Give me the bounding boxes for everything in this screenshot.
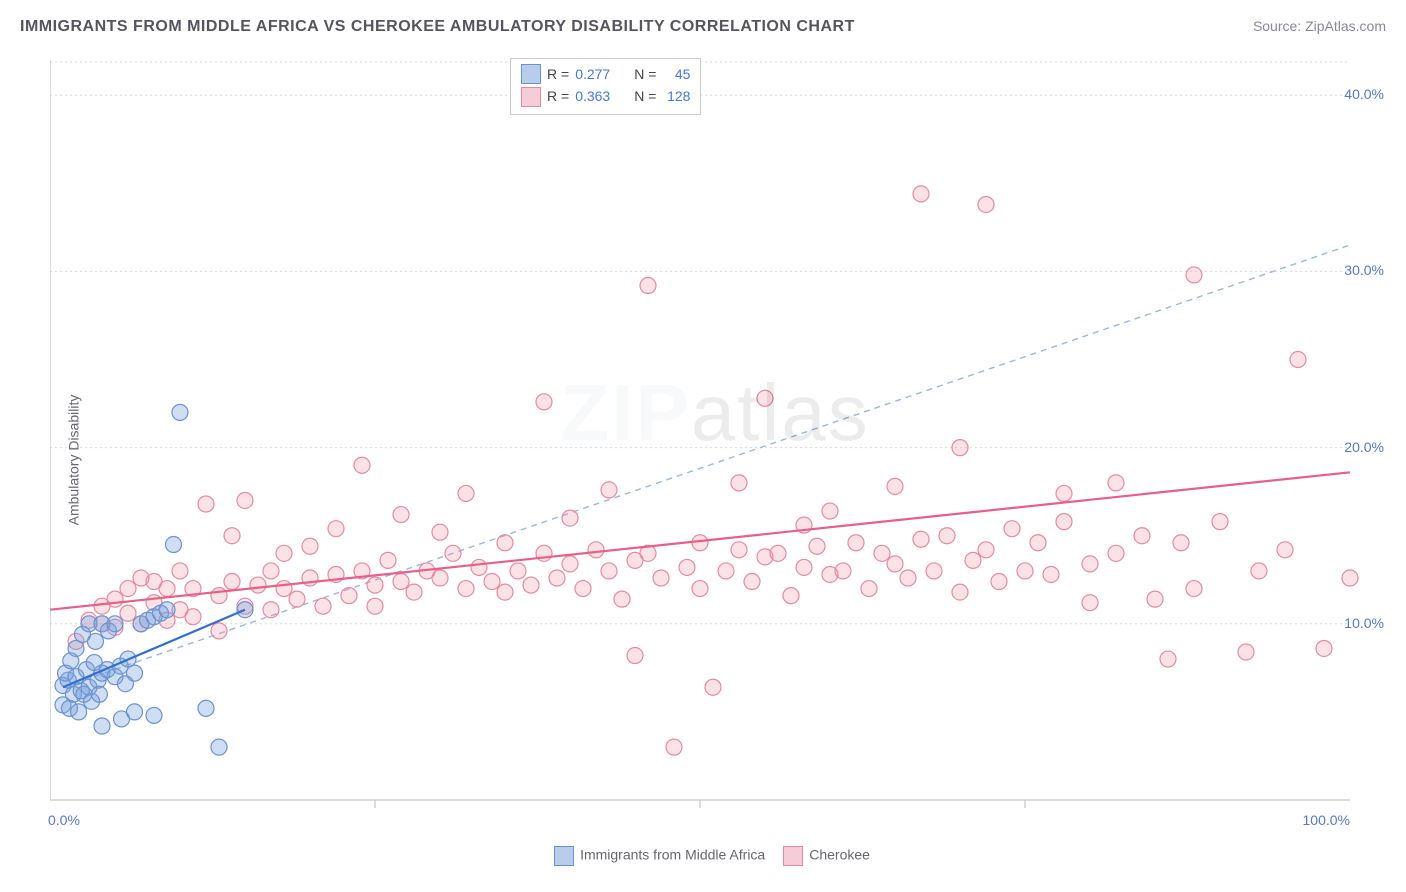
plot-svg bbox=[50, 50, 1380, 840]
series-label: Immigrants from Middle Africa bbox=[580, 847, 765, 863]
plot-area: ZIPatlas R = 0.277N = 45R = 0.363N = 128… bbox=[50, 50, 1380, 840]
chart-title: IMMIGRANTS FROM MIDDLE AFRICA VS CHEROKE… bbox=[20, 18, 855, 36]
series-swatch bbox=[783, 846, 803, 866]
series-swatch bbox=[554, 846, 574, 866]
legend-swatch bbox=[521, 64, 541, 84]
source-attribution: Source: ZipAtlas.com bbox=[1253, 18, 1386, 34]
series-legend: Immigrants from Middle Africa Cherokee bbox=[0, 846, 1406, 866]
legend-n-value: 45 bbox=[662, 63, 690, 85]
y-tick-label: 30.0% bbox=[1344, 262, 1384, 278]
series-label: Cherokee bbox=[809, 847, 870, 863]
legend-n-label: N = bbox=[634, 63, 656, 85]
x-tick-label: 0.0% bbox=[48, 812, 80, 828]
legend-r-value: 0.277 bbox=[575, 63, 610, 85]
legend-r-label: R = bbox=[547, 85, 569, 107]
x-tick-label: 100.0% bbox=[1300, 812, 1350, 828]
legend-row: R = 0.363 N = 128 bbox=[521, 85, 690, 107]
legend-n-value: 128 bbox=[662, 85, 690, 107]
chart-container: Ambulatory Disability ZIPatlas R = 0.277… bbox=[0, 50, 1406, 870]
source-link[interactable]: ZipAtlas.com bbox=[1305, 18, 1386, 34]
y-tick-label: 40.0% bbox=[1344, 86, 1384, 102]
y-tick-label: 20.0% bbox=[1344, 439, 1384, 455]
legend-swatch bbox=[521, 87, 541, 107]
y-tick-label: 10.0% bbox=[1344, 615, 1384, 631]
legend-r-value: 0.363 bbox=[575, 85, 610, 107]
legend-r-label: R = bbox=[547, 63, 569, 85]
legend-n-label: N = bbox=[634, 85, 656, 107]
source-prefix: Source: bbox=[1253, 18, 1305, 34]
legend-row: R = 0.277 N = 45 bbox=[521, 63, 690, 85]
correlation-legend: R = 0.277 N = 45 R = 0.363 N = 128 bbox=[510, 58, 701, 115]
